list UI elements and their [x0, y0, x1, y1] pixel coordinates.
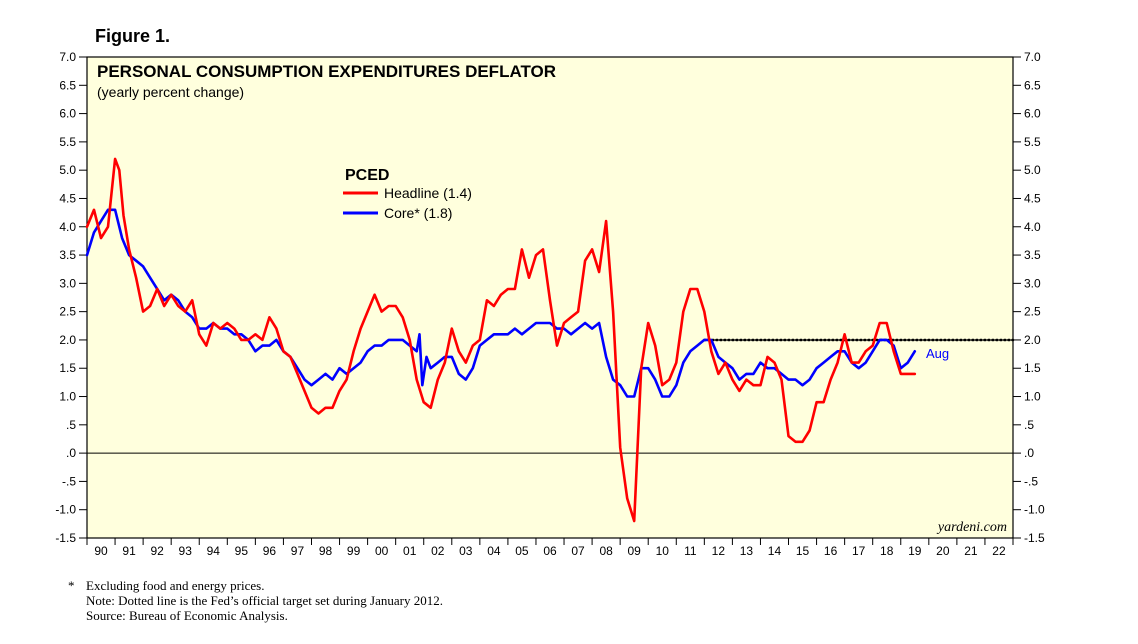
y-tick-label-right: 4.0: [1024, 220, 1041, 234]
chart-title: PERSONAL CONSUMPTION EXPENDITURES DEFLAT…: [97, 62, 556, 81]
x-tick-label: 92: [150, 544, 164, 558]
x-tick-label: 15: [796, 544, 810, 558]
y-tick-label-left: 4.0: [59, 220, 76, 234]
y-tick-label-left: -1.0: [55, 503, 76, 517]
y-tick-label-left: .5: [66, 418, 76, 432]
y-tick-label-left: 3.5: [59, 248, 76, 262]
x-tick-label: 90: [94, 544, 108, 558]
footnote-source: Source: Bureau of Economic Analysis.: [86, 608, 288, 623]
y-tick-label-right: 2.5: [1024, 305, 1041, 319]
x-tick-label: 17: [852, 544, 866, 558]
y-tick-label-right: 6.0: [1024, 107, 1041, 121]
footnote-core-definition: Excluding food and energy prices.: [86, 578, 265, 593]
y-tick-label-right: -1.0: [1024, 503, 1045, 517]
y-tick-label-left: .0: [66, 446, 76, 460]
x-tick-label: 05: [515, 544, 529, 558]
x-tick-label: 97: [291, 544, 305, 558]
y-tick-label-right: 1.5: [1024, 361, 1041, 375]
y-tick-label-left: 5.0: [59, 163, 76, 177]
y-tick-label-left: -1.5: [55, 531, 76, 545]
x-tick-label: 11: [684, 544, 697, 558]
figure-label: Figure 1.: [95, 26, 171, 46]
legend-label-headline: Headline (1.4): [384, 185, 472, 201]
legend: PCED Headline (1.4) Core* (1.8): [343, 167, 472, 221]
y-tick-label-right: 4.5: [1024, 191, 1041, 205]
x-tick-label: 91: [122, 544, 136, 558]
latest-period-label: Aug: [926, 346, 949, 361]
x-tick-label: 16: [824, 544, 838, 558]
core-series-line: [85, 208, 917, 398]
y-tick-label-right: 1.0: [1024, 390, 1041, 404]
x-tick-label: 98: [319, 544, 333, 558]
y-tick-label-left: -.5: [62, 474, 76, 488]
x-tick-label: 19: [908, 544, 922, 558]
footnotes: * Excluding food and energy prices. Note:…: [68, 578, 443, 623]
y-tick-label-right: 3.5: [1024, 248, 1041, 262]
x-tick-label: 04: [487, 544, 501, 558]
y-tick-label-left: 6.0: [59, 107, 76, 121]
x-tick-label: 09: [628, 544, 642, 558]
watermark: yardeni.com: [936, 520, 1007, 535]
y-tick-label-left: 5.5: [59, 135, 76, 149]
x-tick-label: 95: [235, 544, 249, 558]
x-tick-label: 03: [459, 544, 473, 558]
x-tick-label: 00: [375, 544, 389, 558]
x-tick-label: 08: [599, 544, 613, 558]
y-tick-label-right: 7.0: [1024, 50, 1041, 64]
y-tick-label-left: 4.5: [59, 191, 76, 205]
y-tick-label-right: -.5: [1024, 474, 1038, 488]
y-tick-label-left: 3.0: [59, 276, 76, 290]
x-tick-label: 96: [263, 544, 277, 558]
series-group: [85, 157, 917, 523]
x-tick-label: 10: [656, 544, 670, 558]
x-tick-label: 20: [936, 544, 950, 558]
headline-series-line: [85, 157, 917, 523]
y-axis-left: 7.0 6.5 6.0 5.5 5.0 4.5 4.0 3.5 3.0 2.5 2.0 1.5 1.0.…: [55, 50, 87, 545]
x-tick-label: 93: [179, 544, 193, 558]
x-tick-label: 12: [712, 544, 726, 558]
legend-label-core: Core* (1.8): [384, 205, 452, 221]
x-tick-label: 94: [207, 544, 221, 558]
pced-line-chart: 7.0 6.5 6.0 5.5 5.0 4.5 4.0 3.5 3.0 2.5 2.0 1.5 1.0.…: [55, 50, 1045, 558]
x-tick-label: 21: [964, 544, 978, 558]
legend-title: PCED: [345, 167, 389, 184]
footnote-asterisk: *: [68, 578, 75, 593]
y-tick-label-right: 6.5: [1024, 78, 1041, 92]
x-tick-label: 99: [347, 544, 361, 558]
y-tick-label-left: 2.5: [59, 305, 76, 319]
chart-subtitle: (yearly percent change): [97, 84, 244, 100]
x-tick-label: 14: [768, 544, 782, 558]
y-tick-label-left: 1.0: [59, 390, 76, 404]
y-tick-label-right: 2.0: [1024, 333, 1041, 347]
x-tick-label: 18: [880, 544, 894, 558]
y-tick-label-right: .0: [1024, 446, 1034, 460]
y-tick-label-left: 7.0: [59, 50, 76, 64]
y-tick-label-left: 6.5: [59, 78, 76, 92]
x-tick-label: 06: [543, 544, 557, 558]
y-tick-label-left: 2.0: [59, 333, 76, 347]
x-tick-label: 02: [431, 544, 445, 558]
y-tick-label-left: 1.5: [59, 361, 76, 375]
footnote-target-note: Note: Dotted line is the Fed’s official …: [86, 593, 443, 608]
y-tick-label-right: 3.0: [1024, 276, 1041, 290]
x-axis: 90 91 92 93 94 95 96 97 98 99 00 01 02 03 04 05 06 07 08 09…: [86, 538, 1014, 558]
y-tick-label-right: 5.0: [1024, 163, 1041, 177]
y-tick-label-right: -1.5: [1024, 531, 1045, 545]
x-tick-label: 01: [403, 544, 417, 558]
x-tick-label: 22: [992, 544, 1006, 558]
y-axis-right: 7.0 6.5 6.0 5.5 5.0 4.5 4.0 3.5 3.0 2.5 2.0 1.5 1.0.…: [1013, 50, 1045, 545]
x-tick-label: 13: [740, 544, 754, 558]
y-tick-label-right: .5: [1024, 418, 1034, 432]
x-tick-label: 07: [571, 544, 585, 558]
y-tick-label-right: 5.5: [1024, 135, 1041, 149]
